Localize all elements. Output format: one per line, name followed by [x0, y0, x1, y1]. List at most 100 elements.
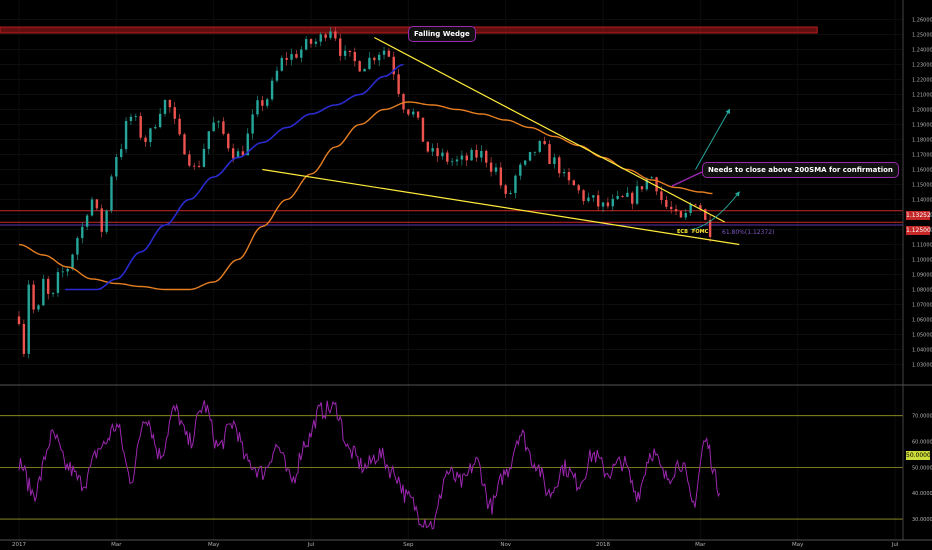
candle-body — [407, 109, 410, 115]
candle-body — [548, 144, 551, 164]
candle-body — [85, 215, 89, 227]
candle-body — [533, 151, 537, 153]
candle-body — [76, 238, 79, 255]
candle-body — [684, 212, 687, 218]
price-tick-label: 1.10000 — [912, 258, 932, 264]
candle-body — [650, 177, 653, 179]
candle-body — [626, 192, 629, 197]
candle-body — [660, 191, 663, 200]
candle-body — [227, 133, 230, 149]
price-tick-label: 1.17000 — [912, 153, 932, 159]
candle-body — [446, 152, 449, 162]
candle-body — [295, 54, 298, 58]
price-tick-label: 1.15000 — [912, 183, 932, 189]
time-tick-label: Mar — [111, 542, 122, 548]
oscillator-level-tag: 50.0000 — [906, 451, 931, 460]
candle-body — [154, 127, 157, 129]
price-tick-label: 1.16000 — [912, 168, 932, 174]
candle-body — [504, 185, 507, 194]
price-tick-label: 1.03000 — [912, 363, 932, 369]
oscillator-tick-label: 40.0000 — [912, 491, 932, 497]
candle-body — [231, 148, 235, 159]
candle-body — [368, 57, 371, 69]
candle-body — [704, 209, 707, 220]
candle-body — [134, 116, 138, 117]
candle-body — [261, 100, 264, 106]
candle-body — [71, 254, 74, 269]
candle-body — [631, 192, 634, 204]
candle-body — [465, 155, 468, 161]
falling-wedge-label[interactable]: Falling Wedge — [408, 26, 476, 42]
candle-body — [81, 226, 84, 239]
price-tick-label: 1.04000 — [912, 348, 932, 354]
candle-body — [485, 150, 488, 163]
candle-body — [95, 199, 99, 209]
candle-body — [202, 148, 206, 167]
price-tick-label: 1.14000 — [912, 198, 932, 204]
oscillator-layer — [0, 400, 903, 530]
fomc-event-marker[interactable]: FOMC — [692, 229, 709, 235]
candle-body — [188, 154, 191, 166]
candle-body — [139, 116, 142, 138]
candle-body — [32, 284, 35, 310]
candle-body — [348, 50, 352, 52]
candle-body — [416, 111, 420, 118]
ecb-event-marker[interactable]: ECB — [677, 229, 688, 235]
candle-body — [343, 50, 347, 56]
projection-arrow — [690, 191, 740, 230]
candle-body — [392, 56, 395, 75]
candle-body — [592, 195, 595, 198]
price-tick-label: 1.06000 — [912, 318, 932, 324]
candle-body — [304, 39, 308, 50]
candle-body — [665, 199, 668, 207]
candle-body — [158, 113, 162, 128]
time-tick-label: Jul — [307, 542, 315, 548]
price-tick-label: 1.18000 — [912, 138, 932, 144]
candle-body — [708, 219, 712, 237]
price-tick-label: 1.08000 — [912, 288, 932, 294]
price-tick-label: 1.19000 — [912, 123, 932, 129]
candle-body — [645, 178, 649, 190]
price-tick-label: 1.24000 — [912, 48, 932, 54]
projection-arrow — [695, 108, 731, 170]
candle-body — [300, 49, 303, 58]
candle-body — [538, 141, 541, 152]
candle-body — [22, 323, 26, 354]
time-tick-label: 2018 — [596, 542, 610, 548]
candle-body — [339, 38, 342, 56]
candle-body — [27, 284, 30, 354]
confirmation-note[interactable]: Needs to close above 200SMA for confirma… — [702, 162, 899, 178]
candle-body — [144, 137, 147, 143]
candle-body — [280, 57, 284, 71]
candle-body — [694, 204, 697, 206]
time-tick-label: Nov — [500, 542, 511, 548]
candle-body — [319, 34, 322, 42]
price-tick-label: 1.22000 — [912, 78, 932, 84]
time-tick-label: Sep — [403, 542, 414, 548]
candle-body — [168, 100, 172, 108]
candle-body — [460, 155, 464, 160]
candle-body — [582, 190, 585, 202]
candle-body — [470, 149, 473, 161]
candle-body — [402, 93, 405, 110]
candle-body — [47, 278, 50, 294]
candle-body — [241, 151, 245, 156]
time-tick-label: 2017 — [12, 542, 26, 548]
candle-body — [373, 57, 376, 61]
candle-body — [387, 50, 391, 57]
candle-body — [562, 172, 566, 174]
candle-body — [115, 157, 118, 177]
note-pointer-line — [671, 171, 703, 187]
oscillator-tick-label: 60.0000 — [912, 440, 932, 446]
sma-blue-line — [65, 63, 404, 291]
price-tag-lower: 1.12500 — [906, 226, 931, 235]
time-tick-label: May — [208, 542, 220, 548]
price-tick-label: 1.26000 — [912, 18, 932, 24]
candle-body — [329, 31, 332, 38]
candle-body — [436, 148, 439, 157]
candle-body — [270, 80, 274, 100]
candle-body — [61, 271, 65, 273]
oscillator-tick-label: 70.0000 — [912, 414, 932, 420]
